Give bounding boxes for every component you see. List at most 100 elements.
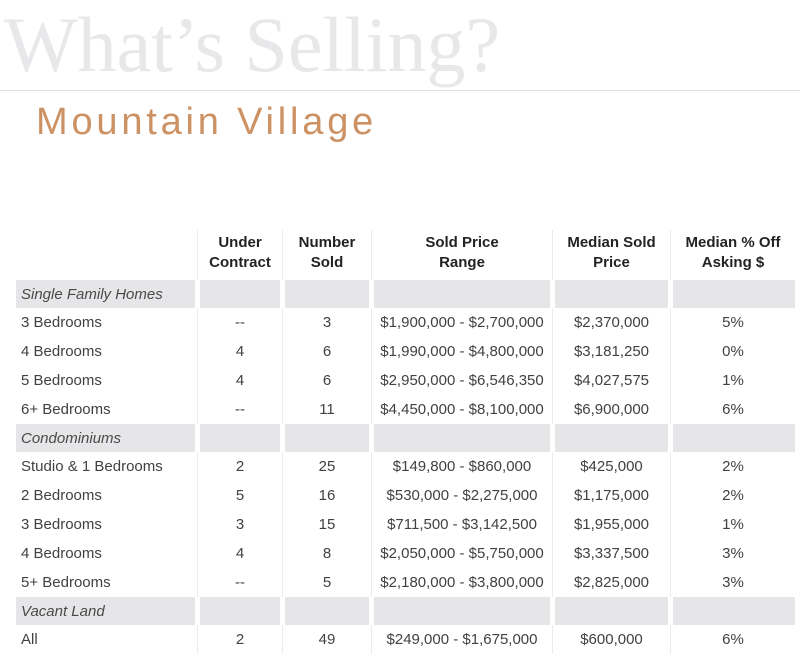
table-row: 4 Bedrooms 4 6 $1,990,000 - $4,800,000 $… (16, 337, 795, 366)
section-band-cell (670, 597, 795, 625)
number-sold-cell: 6 (282, 366, 371, 395)
section-band-cell (197, 280, 282, 308)
row-label: 4 Bedrooms (21, 343, 102, 360)
table-row: 6+ Bedrooms -- 11 $4,450,000 - $8,100,00… (16, 395, 795, 424)
section-band-cell (371, 424, 552, 452)
median-pct-off-cell: 3% (670, 568, 795, 597)
whats-selling-table: Under Contract Number Sold Sold Price Ra… (16, 230, 795, 654)
under-contract-cell: 2 (197, 625, 282, 654)
row-label: 3 Bedrooms (21, 314, 102, 331)
number-sold-cell: 3 (282, 308, 371, 337)
median-sold-price-cell: $2,370,000 (552, 308, 670, 337)
section-band-cell (197, 424, 282, 452)
column-header-number-sold: Number Sold (282, 230, 371, 280)
median-sold-price-cell: $1,175,000 (552, 481, 670, 510)
median-sold-price-cell: $425,000 (552, 452, 670, 481)
under-contract-cell: -- (197, 395, 282, 424)
row-label: Studio & 1 Bedrooms (21, 458, 163, 475)
sold-price-range-cell: $2,050,000 - $5,750,000 (371, 539, 552, 568)
median-pct-off-cell: 0% (670, 337, 795, 366)
table-row: All 2 49 $249,000 - $1,675,000 $600,000 … (16, 625, 795, 654)
under-contract-cell: -- (197, 308, 282, 337)
median-sold-price-cell: $4,027,575 (552, 366, 670, 395)
under-contract-cell: 4 (197, 337, 282, 366)
column-header-under-contract: Under Contract (197, 230, 282, 280)
section-band-cell (552, 424, 670, 452)
row-label: All (21, 631, 38, 648)
column-header-row: Under Contract Number Sold Sold Price Ra… (16, 230, 795, 280)
section-band-cell (552, 280, 670, 308)
section-band-cell (282, 280, 371, 308)
section-header-row: Condominiums (16, 424, 795, 452)
number-sold-cell: 25 (282, 452, 371, 481)
sold-price-range-cell: $2,180,000 - $3,800,000 (371, 568, 552, 597)
number-sold-cell: 8 (282, 539, 371, 568)
sold-price-range-cell: $530,000 - $2,275,000 (371, 481, 552, 510)
median-sold-price-cell: $2,825,000 (552, 568, 670, 597)
under-contract-cell: 5 (197, 481, 282, 510)
section-band-cell (552, 597, 670, 625)
sold-price-range-cell: $4,450,000 - $8,100,000 (371, 395, 552, 424)
median-pct-off-cell: 2% (670, 481, 795, 510)
under-contract-cell: 4 (197, 366, 282, 395)
page-title: What’s Selling? (4, 1, 501, 88)
section-band-cell (670, 424, 795, 452)
section-header-row: Single Family Homes (16, 280, 795, 308)
median-pct-off-cell: 6% (670, 625, 795, 654)
median-pct-off-cell: 6% (670, 395, 795, 424)
row-label: 4 Bedrooms (21, 545, 102, 562)
table-row: Studio & 1 Bedrooms 2 25 $149,800 - $860… (16, 452, 795, 481)
row-label: 5+ Bedrooms (21, 574, 111, 591)
under-contract-cell: 2 (197, 452, 282, 481)
section-label: Condominiums (16, 424, 197, 452)
table-row: 3 Bedrooms -- 3 $1,900,000 - $2,700,000 … (16, 308, 795, 337)
column-header-blank (16, 230, 197, 280)
under-contract-cell: -- (197, 568, 282, 597)
section-band-cell (282, 424, 371, 452)
table-row: 2 Bedrooms 5 16 $530,000 - $2,275,000 $1… (16, 481, 795, 510)
median-sold-price-cell: $3,181,250 (552, 337, 670, 366)
median-pct-off-cell: 2% (670, 452, 795, 481)
median-sold-price-cell: $6,900,000 (552, 395, 670, 424)
median-sold-price-cell: $3,337,500 (552, 539, 670, 568)
section-label: Single Family Homes (16, 280, 197, 308)
sold-price-range-cell: $1,900,000 - $2,700,000 (371, 308, 552, 337)
median-pct-off-cell: 5% (670, 308, 795, 337)
row-label: 3 Bedrooms (21, 516, 102, 533)
sold-price-range-cell: $149,800 - $860,000 (371, 452, 552, 481)
median-sold-price-cell: $1,955,000 (552, 510, 670, 539)
sold-price-range-cell: $1,990,000 - $4,800,000 (371, 337, 552, 366)
under-contract-cell: 4 (197, 539, 282, 568)
section-band-cell (670, 280, 795, 308)
table-row: 3 Bedrooms 3 15 $711,500 - $3,142,500 $1… (16, 510, 795, 539)
median-pct-off-cell: 1% (670, 510, 795, 539)
section-band-cell (371, 597, 552, 625)
page-subtitle: Mountain Village (36, 101, 378, 143)
median-sold-price-cell: $600,000 (552, 625, 670, 654)
column-header-sold-price-range: Sold Price Range (371, 230, 552, 280)
table-row: 5 Bedrooms 4 6 $2,950,000 - $6,546,350 $… (16, 366, 795, 395)
row-label: 5 Bedrooms (21, 372, 102, 389)
number-sold-cell: 16 (282, 481, 371, 510)
column-header-median-sold-price: Median Sold Price (552, 230, 670, 280)
sold-price-range-cell: $2,950,000 - $6,546,350 (371, 366, 552, 395)
section-band-cell (282, 597, 371, 625)
section-band-cell (197, 597, 282, 625)
column-header-median-pct-off: Median % Off Asking $ (670, 230, 795, 280)
table-row: 5+ Bedrooms -- 5 $2,180,000 - $3,800,000… (16, 568, 795, 597)
number-sold-cell: 6 (282, 337, 371, 366)
sold-price-range-cell: $249,000 - $1,675,000 (371, 625, 552, 654)
sold-price-range-cell: $711,500 - $3,142,500 (371, 510, 552, 539)
median-pct-off-cell: 3% (670, 539, 795, 568)
row-label: 2 Bedrooms (21, 487, 102, 504)
row-label: 6+ Bedrooms (21, 401, 111, 418)
median-pct-off-cell: 1% (670, 366, 795, 395)
number-sold-cell: 11 (282, 395, 371, 424)
masthead: What’s Selling? (0, 0, 800, 91)
table-row: 4 Bedrooms 4 8 $2,050,000 - $5,750,000 $… (16, 539, 795, 568)
section-label: Vacant Land (16, 597, 197, 625)
number-sold-cell: 15 (282, 510, 371, 539)
number-sold-cell: 5 (282, 568, 371, 597)
number-sold-cell: 49 (282, 625, 371, 654)
section-header-row: Vacant Land (16, 597, 795, 625)
